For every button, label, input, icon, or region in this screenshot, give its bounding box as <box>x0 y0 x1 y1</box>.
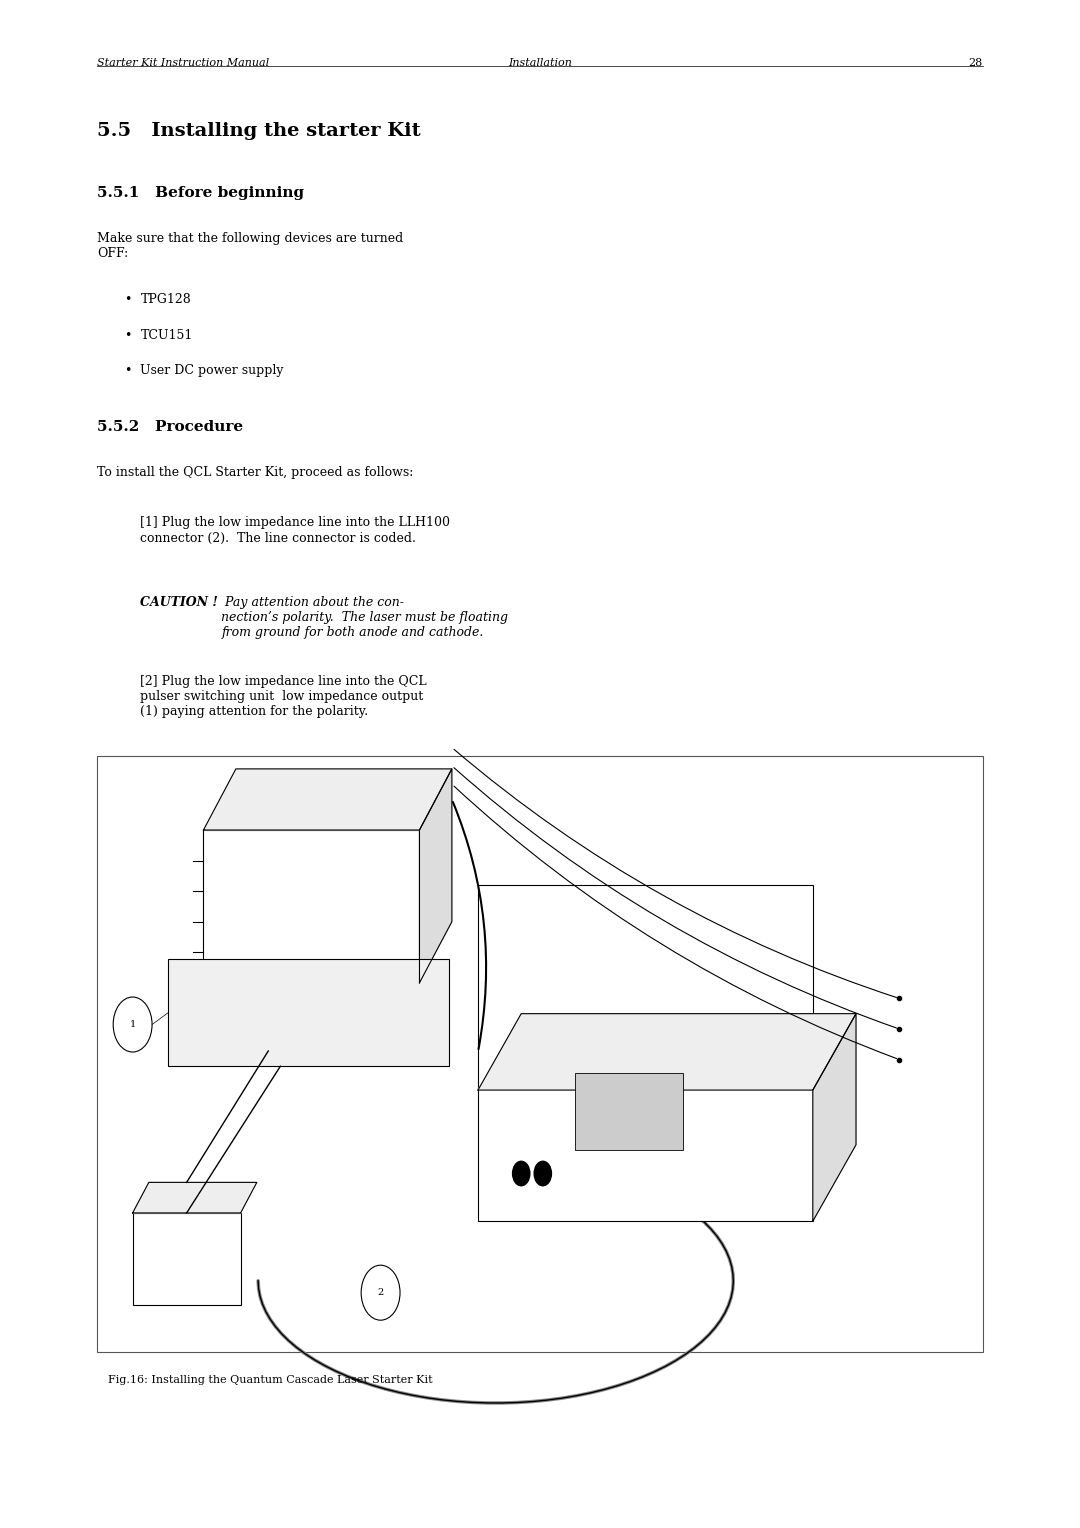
Text: Starter Kit Instruction Manual: Starter Kit Instruction Manual <box>97 58 269 69</box>
Bar <box>168 960 449 1067</box>
Circle shape <box>513 1161 530 1186</box>
Text: •: • <box>124 293 132 307</box>
Polygon shape <box>203 769 451 830</box>
Text: 5.5   Installing the starter Kit: 5.5 Installing the starter Kit <box>97 122 421 141</box>
Text: Installation: Installation <box>508 58 572 69</box>
Text: TPG128: TPG128 <box>140 293 191 307</box>
Text: TCU151: TCU151 <box>140 329 192 342</box>
Text: •: • <box>124 329 132 342</box>
Text: [1] Plug the low impedance line into the LLH100
connector (2).  The line connect: [1] Plug the low impedance line into the… <box>140 516 450 544</box>
Text: Pay attention about the con-
nection’s polarity.  The laser must be floating
fro: Pay attention about the con- nection’s p… <box>221 596 509 639</box>
Text: 5.5.1   Before beginning: 5.5.1 Before beginning <box>97 186 305 200</box>
Text: Fig.16: Installing the Quantum Cascade Laser Starter Kit: Fig.16: Installing the Quantum Cascade L… <box>108 1375 433 1386</box>
Text: •: • <box>124 364 132 377</box>
Text: 28: 28 <box>969 58 983 69</box>
Text: Make sure that the following devices are turned
OFF:: Make sure that the following devices are… <box>97 232 404 260</box>
Circle shape <box>113 998 152 1053</box>
Text: 5.5.2   Procedure: 5.5.2 Procedure <box>97 420 243 434</box>
Bar <box>576 1073 684 1149</box>
Circle shape <box>535 1161 552 1186</box>
Polygon shape <box>133 1183 257 1213</box>
Bar <box>203 830 419 983</box>
Text: To install the QCL Starter Kit, proceed as follows:: To install the QCL Starter Kit, proceed … <box>97 466 414 480</box>
Polygon shape <box>419 769 451 983</box>
Text: 2: 2 <box>378 1288 383 1297</box>
Polygon shape <box>813 1013 856 1221</box>
Polygon shape <box>478 1013 856 1089</box>
Bar <box>133 1213 241 1305</box>
Text: 1: 1 <box>130 1021 136 1028</box>
Text: [2] Plug the low impedance line into the QCL
pulser switching unit  low impedanc: [2] Plug the low impedance line into the… <box>140 675 427 718</box>
Text: User DC power supply: User DC power supply <box>140 364 284 377</box>
Text: CAUTION !: CAUTION ! <box>140 596 218 610</box>
Bar <box>478 885 813 1221</box>
FancyBboxPatch shape <box>97 756 983 1352</box>
Circle shape <box>361 1265 400 1320</box>
